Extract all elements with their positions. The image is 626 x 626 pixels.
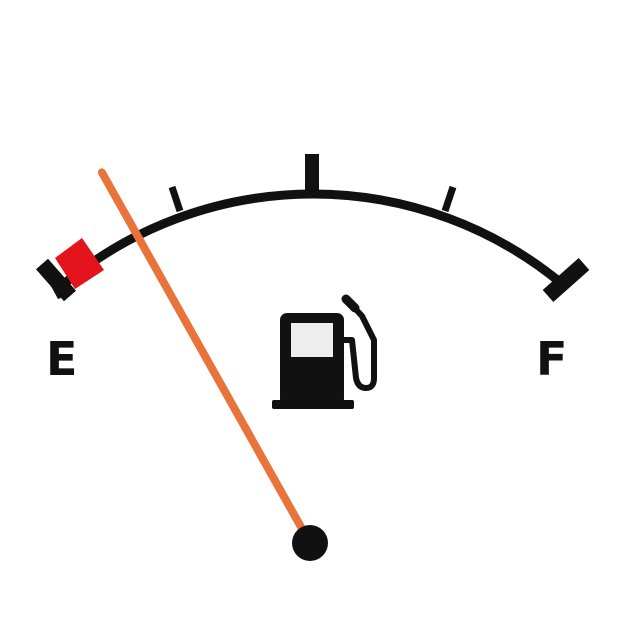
needle-hub [292,525,328,561]
empty-label: E [46,332,77,386]
reserve-zone-marker [55,238,104,289]
gauge-end-cap-right [542,258,590,302]
gauge-end-cap-left [35,258,77,302]
gauge-needle [97,168,314,547]
tick-three-quarter [441,185,457,213]
tick-quarter [168,185,184,213]
fuel-pump-icon [272,294,377,409]
full-label: F [536,332,567,386]
